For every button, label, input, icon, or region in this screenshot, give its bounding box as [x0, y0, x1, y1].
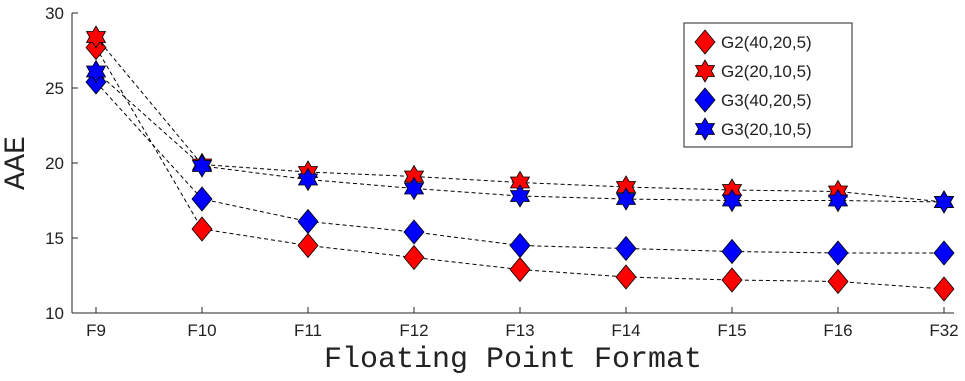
data-point: [721, 238, 743, 265]
y-ticks: 10 15 20 25 30: [45, 4, 78, 323]
data-point: [615, 187, 637, 211]
data-point: [509, 256, 531, 283]
data-point: [933, 276, 955, 302]
data-point: [403, 219, 425, 245]
series-line: [95, 71, 945, 203]
y-tick-label: 30: [45, 4, 64, 23]
y-tick-label: 15: [45, 229, 64, 248]
data-point: [933, 190, 955, 214]
data-point: [85, 59, 107, 84]
axes-group: F9 F10 F11 F12 F13 F14 F15 F16 F32 10 15 20 25 30 Fl…: [0, 4, 959, 377]
x-tick-label: F12: [399, 321, 428, 340]
x-tick-label: F32: [929, 321, 958, 340]
legend-label: G2(40,20,5): [721, 33, 812, 52]
legend-marker: [694, 59, 716, 83]
data-point: [191, 154, 213, 178]
data-point: [297, 232, 319, 259]
y-tick-label: 20: [45, 154, 64, 173]
series-layer: [85, 25, 955, 302]
legend-entry: G3(40,20,5): [694, 87, 812, 113]
legend-entry: G3(20,10,5): [694, 117, 812, 141]
y-tick-label: 25: [45, 79, 64, 98]
legend-marker: [694, 117, 716, 141]
legend-label: G2(20,10,5): [721, 62, 812, 81]
data-point: [191, 186, 213, 212]
x-tick-label: F16: [823, 321, 852, 340]
data-point: [297, 208, 319, 235]
y-tick-label: 10: [45, 304, 64, 323]
x-tick-label: F9: [86, 321, 106, 340]
series-4: [85, 59, 955, 214]
x-tick-label: F13: [505, 321, 534, 340]
data-point: [509, 184, 531, 208]
x-tick-label: F15: [717, 321, 746, 340]
data-point: [827, 240, 849, 266]
legend-marker: [694, 87, 716, 113]
data-point: [615, 235, 637, 262]
data-point: [191, 216, 213, 242]
data-point: [509, 232, 531, 259]
x-axis-label: Floating Point Format: [324, 343, 702, 376]
legend-marker: [694, 29, 716, 55]
data-point: [933, 240, 955, 266]
legend-label: G3(40,20,5): [721, 91, 812, 110]
legend-entry: G2(20,10,5): [694, 59, 812, 83]
data-point: [85, 25, 107, 49]
data-point: [403, 244, 425, 271]
data-point: [297, 167, 319, 192]
data-point: [827, 268, 849, 295]
x-ticks: F9 F10 F11 F12 F13 F14 F15 F16 F32: [86, 307, 959, 340]
legend-entry: G2(40,20,5): [694, 29, 812, 55]
series-line: [95, 47, 945, 290]
data-point: [615, 264, 637, 290]
x-tick-label: F11: [294, 321, 322, 340]
data-point: [403, 176, 425, 201]
x-tick-label: F14: [611, 321, 640, 340]
x-tick-label: F10: [187, 321, 216, 340]
y-axis-label: AAE: [0, 136, 34, 190]
legend-label: G3(20,10,5): [721, 120, 812, 139]
data-point: [721, 267, 743, 293]
data-point: [827, 188, 849, 213]
data-point: [721, 188, 743, 213]
legend: G2(40,20,5) G2(20,10,5) G3(40,20,5) G3(20,1…: [683, 22, 853, 148]
